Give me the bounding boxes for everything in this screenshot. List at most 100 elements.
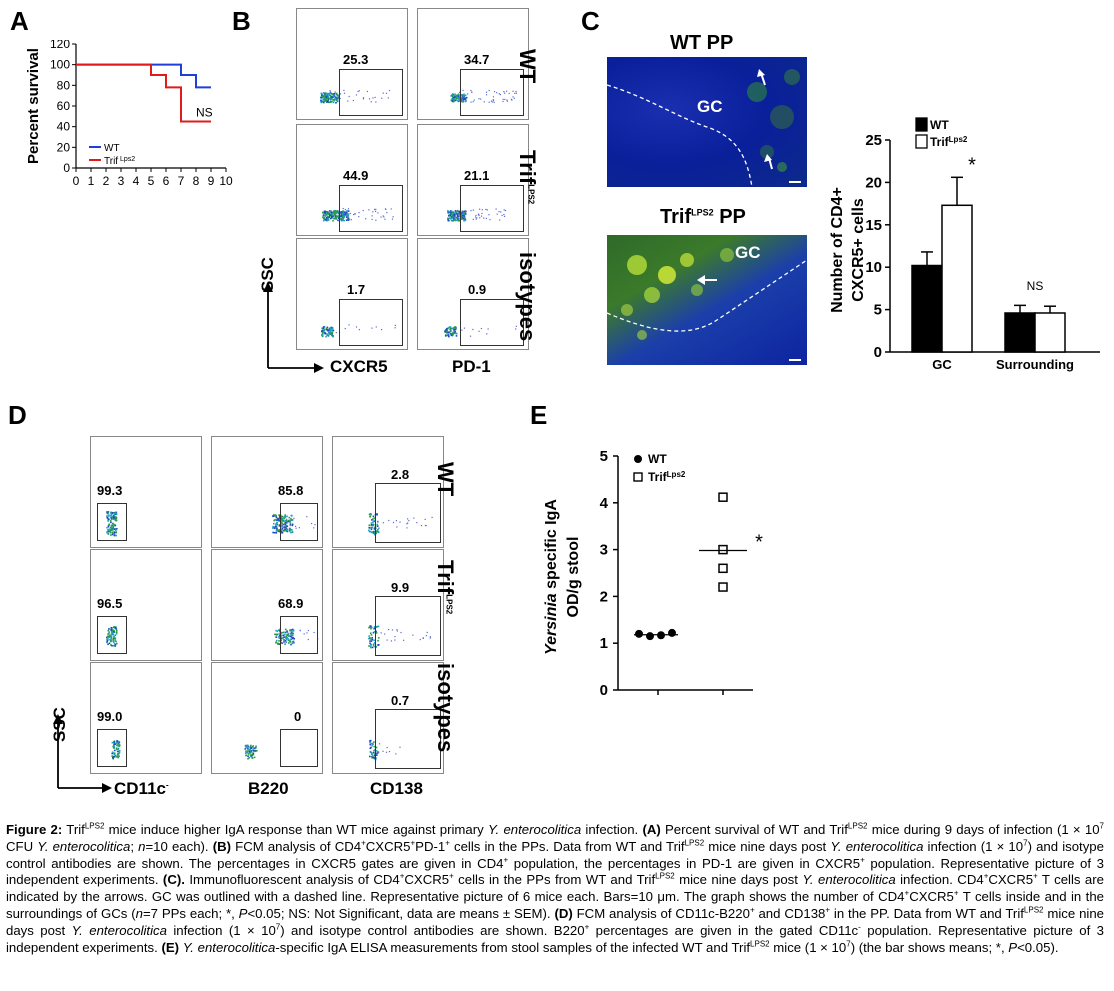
y-tick-label: 40 xyxy=(57,120,71,134)
ssc-axis-label: SSC xyxy=(258,257,277,292)
x-tick-label: 5 xyxy=(148,174,155,188)
data-point-trif xyxy=(718,492,728,502)
fcm-gate xyxy=(375,596,441,656)
fcm-percentage: 99.3 xyxy=(97,483,123,498)
y-tick-label: 20 xyxy=(57,140,71,154)
y-tick-label: 120 xyxy=(50,40,70,51)
y-tick-label: 2 xyxy=(600,588,608,605)
legend-label: WT xyxy=(648,452,667,466)
ssc-cxcr5-axis-arrows xyxy=(263,282,324,373)
y-tick-label: 60 xyxy=(57,99,71,113)
arrow-icon xyxy=(697,275,717,285)
data-point-trif xyxy=(718,544,728,555)
fcm-percentage: 21.1 xyxy=(464,168,490,183)
x-tick-label: 8 xyxy=(193,174,200,188)
fcm-percentage: 34.7 xyxy=(464,52,490,67)
bar-wt xyxy=(1004,312,1036,353)
y-tick-label: 15 xyxy=(865,217,882,234)
fcm-dot-cloud xyxy=(322,207,394,222)
ns-annotation: NS xyxy=(196,105,213,119)
y-tick-label: 100 xyxy=(50,58,70,72)
fcm-dot-cloud xyxy=(274,628,319,646)
legend-label: WT xyxy=(104,143,120,154)
fcm-plot-b-trif-pd1: 21.1 xyxy=(417,124,529,236)
wt-pp-fluorescence-image: GC xyxy=(607,57,807,187)
fcm-percentage: 25.3 xyxy=(343,52,369,67)
y-tick-label: 10 xyxy=(865,259,882,276)
fcm-plot-b-iso-pd1: 0.9 xyxy=(417,238,529,350)
legend-label: WT xyxy=(930,118,949,132)
legend-swatch xyxy=(915,117,928,132)
row-label-isotypes: isotypes xyxy=(515,252,540,342)
fcm-dot-cloud xyxy=(447,208,507,222)
survival-line-wt xyxy=(76,63,211,89)
y-tick-label: 25 xyxy=(865,132,882,149)
y-axis-label: Yersinia specific IgA xyxy=(543,499,560,655)
y-axis-label: CXCR5+ cells xyxy=(850,198,867,302)
fcm-gate xyxy=(97,729,127,767)
fcm-plot-d-wt-cd138: 2.8 xyxy=(332,436,444,548)
fcm-plot-b-iso-cxcr5: 1.7 xyxy=(296,238,408,350)
data-point-wt xyxy=(668,628,676,637)
panel-letter-c: C xyxy=(581,6,600,36)
trif-pp-fluorescence-image: GC xyxy=(607,235,807,365)
arrow-icon xyxy=(757,69,766,86)
fcm-plot-d-trif-cd11c: 96.5 xyxy=(90,549,202,661)
arrow-icon xyxy=(764,154,773,170)
bar-trif xyxy=(1034,312,1066,353)
x-tick-label: 1 xyxy=(88,174,95,188)
fcm-gate xyxy=(339,69,403,116)
fcm-gate xyxy=(97,503,127,541)
cd138-axis-label: CD138 xyxy=(370,779,423,798)
fcm-dot-cloud xyxy=(106,626,118,647)
fcm-percentage: 85.8 xyxy=(278,483,304,498)
row-label-trif: TrifLPS2 xyxy=(433,560,458,615)
fcm-plot-d-iso-cd11c: 99.0 xyxy=(90,662,202,774)
gc-label-wt: GC xyxy=(697,97,723,116)
legend-swatch xyxy=(915,134,928,149)
x-tick-label: 7 xyxy=(178,174,185,188)
y-axis-label: Number of CD4+ xyxy=(829,187,846,313)
y-tick-label: 20 xyxy=(865,174,882,191)
row-label-wt: WT xyxy=(515,49,540,84)
legend-swatch xyxy=(634,455,642,463)
x-tick-label: 2 xyxy=(103,174,110,188)
fcm-gate xyxy=(460,299,524,346)
ns-annotation: NS xyxy=(1027,279,1044,293)
fcm-percentage: 1.7 xyxy=(347,282,366,297)
y-tick-label: 3 xyxy=(600,542,608,559)
panel-letter-e: E xyxy=(530,400,548,430)
x-tick-label: 0 xyxy=(73,174,80,188)
b220-axis-label: B220 xyxy=(248,779,289,798)
x-tick-label: 3 xyxy=(118,174,125,188)
fcm-gate xyxy=(280,616,318,654)
legend-label: Trif Lps2 xyxy=(104,156,135,167)
fcm-percentage: 96.5 xyxy=(97,596,123,611)
significance-star: * xyxy=(755,532,763,554)
fcm-plot-d-wt-cd11c: 99.3 xyxy=(90,436,202,548)
y-tick-label: 5 xyxy=(600,448,608,465)
fcm-dot-cloud xyxy=(321,324,396,338)
trif-pp-title: TrifLPS2 PP xyxy=(660,206,746,228)
panel-letter-d: D xyxy=(8,400,27,430)
fcm-plot-d-trif-b220: 68.9 xyxy=(211,549,323,661)
fcm-dot-cloud xyxy=(320,89,391,104)
gc-label-trif: GC xyxy=(735,243,761,262)
legend-swatch xyxy=(633,472,643,482)
fcm-gate xyxy=(97,616,127,654)
y-axis-label: Percent survival xyxy=(25,48,42,164)
x-category-label: Surrounding xyxy=(996,357,1074,372)
fcm-dot-cloud xyxy=(244,744,258,760)
x-tick-label: 10 xyxy=(219,174,233,188)
panel-letter-a: A xyxy=(10,6,29,36)
y-tick-label: 1 xyxy=(600,635,608,652)
fcm-percentage: 68.9 xyxy=(278,596,304,611)
fcm-percentage: 9.9 xyxy=(391,580,410,595)
fcm-plot-b-wt-cxcr5: 25.3 xyxy=(296,8,408,120)
x-category-label: GC xyxy=(932,357,952,372)
fcm-plot-d-trif-cd138: 9.9 xyxy=(332,549,444,661)
fcm-plot-b-trif-cxcr5: 44.9 xyxy=(296,124,408,236)
data-point-trif xyxy=(718,563,728,574)
fcm-plot-d-wt-b220: 85.8 xyxy=(211,436,323,548)
y-tick-label: 0 xyxy=(874,344,882,361)
